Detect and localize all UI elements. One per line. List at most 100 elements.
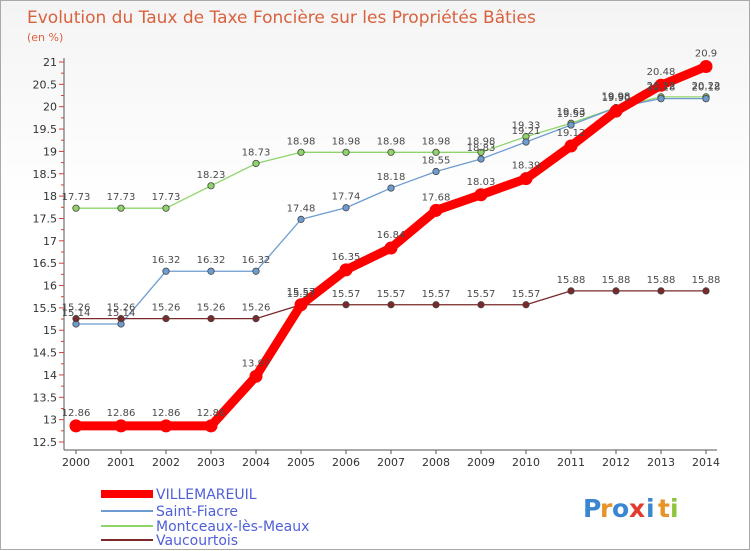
data-label: 18.73: [242, 147, 271, 158]
x-tick-label: 2014: [692, 456, 720, 469]
data-point: [207, 267, 215, 275]
data-label: 15.57: [422, 289, 451, 300]
data-point: [654, 78, 668, 92]
data-label: 12.86: [197, 408, 226, 419]
x-tick-label: 2003: [197, 456, 225, 469]
data-point: [294, 298, 308, 312]
chart-title: Evolution du Taux de Taxe Foncière sur l…: [27, 8, 536, 28]
x-tick-label: 2004: [242, 456, 270, 469]
data-label: 18.18: [377, 172, 406, 183]
logo-letter: i: [646, 494, 655, 523]
data-point: [117, 315, 125, 323]
data-point: [207, 315, 215, 323]
data-label: 15.88: [557, 275, 586, 286]
legend-label: Vaucourtois: [156, 533, 238, 549]
data-point: [609, 104, 623, 118]
data-point: [519, 172, 533, 186]
x-tick-label: 2012: [602, 456, 630, 469]
data-labels: 12.86 12.86 12.86 12.86 13.97 15.57 16.35 16.84…: [62, 48, 721, 418]
data-label: 17.73: [152, 192, 181, 203]
data-label: 19.90: [602, 93, 631, 104]
data-point: [114, 419, 128, 433]
data-point: [387, 184, 395, 192]
logo-letter: x: [629, 494, 645, 523]
data-label: 18.03: [467, 177, 496, 188]
data-label: 15.88: [692, 275, 721, 286]
data-label: 19.59: [557, 109, 586, 120]
data-label: 15.26: [62, 303, 91, 314]
data-label: 12.86: [152, 408, 181, 419]
data-point: [159, 419, 173, 433]
data-label: 15.26: [152, 303, 181, 314]
data-point: [339, 263, 353, 277]
data-label: 20.18: [692, 83, 721, 94]
data-label: 20.9: [695, 48, 717, 59]
data-point: [657, 95, 665, 103]
data-label: 15.57: [332, 289, 361, 300]
data-label: 18.98: [332, 136, 361, 147]
legend-label: Saint-Fiacre: [156, 504, 238, 520]
data-point: [567, 287, 575, 295]
y-tick-label: 13.5: [33, 391, 58, 404]
x-tick-label: 2001: [107, 456, 135, 469]
y-tick-label: 17: [43, 235, 57, 248]
logo-letter: t: [658, 494, 670, 523]
x-tick-label: 2010: [512, 456, 540, 469]
data-point: [432, 301, 440, 309]
data-label: 16.32: [197, 255, 226, 266]
data-label: 15.14: [107, 308, 136, 319]
data-label: 16.35: [332, 252, 361, 263]
y-tick-label: 16.5: [33, 257, 58, 270]
data-label: 19.98: [602, 92, 631, 103]
data-point: [567, 121, 575, 129]
data-label: 18.23: [197, 170, 226, 181]
data-point: [69, 419, 83, 433]
data-label: 17.73: [107, 192, 136, 203]
data-point: [522, 138, 530, 146]
y-tick-label: 14: [43, 369, 57, 382]
x-tick-label: 2006: [332, 456, 360, 469]
data-label: 15.57: [512, 289, 541, 300]
data-label: 18.39: [512, 161, 541, 172]
data-point: [252, 315, 260, 323]
data-label: 17.48: [287, 203, 316, 214]
data-label: 18.98: [467, 136, 496, 147]
y-tick-label: 19: [43, 145, 57, 158]
data-label: 17.74: [332, 192, 361, 203]
y-tick-label: 16: [43, 280, 57, 293]
data-label: 15.57: [287, 289, 316, 300]
data-label: 15.57: [377, 289, 406, 300]
data-point: [207, 182, 215, 190]
data-label: 15.14: [62, 308, 91, 319]
x-tick-label: 2005: [287, 456, 315, 469]
data-label: 16.32: [242, 255, 271, 266]
data-label: 17.68: [422, 192, 451, 203]
data-point: [162, 267, 170, 275]
data-point: [432, 148, 440, 156]
data-label: 15.26: [107, 303, 136, 314]
data-label: 20.22: [647, 81, 676, 92]
data-point: [387, 148, 395, 156]
data-label: 12.86: [62, 408, 91, 419]
data-point: [474, 188, 488, 202]
data-label: 20.18: [647, 83, 676, 94]
x-tick-label: 2009: [467, 456, 495, 469]
data-point: [429, 203, 443, 217]
data-point: [384, 241, 398, 255]
data-point: [204, 419, 218, 433]
data-label: 16.84: [377, 230, 406, 241]
proxiti-logo: Pr o x i t i: [583, 494, 679, 523]
legend: VILLEMAREUILSaint-FiacreMontceaux-lès-Me…: [101, 487, 309, 549]
chart-subtitle: (en %): [27, 31, 63, 44]
data-label: 19.63: [557, 107, 586, 118]
y-tick-label: 15.5: [33, 302, 58, 315]
data-point: [249, 369, 263, 383]
data-label: 18.83: [467, 143, 496, 154]
data-label: 15.57: [467, 289, 496, 300]
y-tick-label: 14.5: [33, 347, 58, 360]
data-point: [252, 159, 260, 168]
logo-letter: P: [583, 494, 601, 523]
data-point: [432, 167, 440, 176]
data-label: 18.98: [377, 136, 406, 147]
